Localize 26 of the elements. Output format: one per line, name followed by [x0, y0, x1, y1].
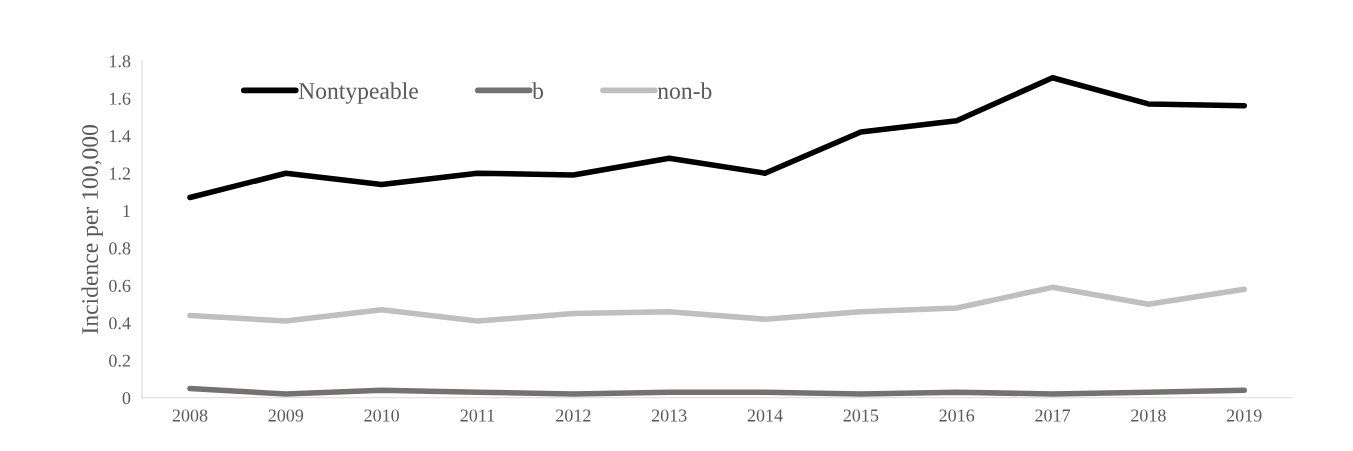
y-tick-label: 1.4 [109, 130, 131, 143]
y-tick-label: 1 [123, 204, 130, 217]
x-tick-label: 2016 [939, 409, 975, 422]
x-tick-label: 2015 [843, 409, 879, 422]
x-tick-label: 2018 [1131, 409, 1166, 422]
y-tick-label: 0.6 [109, 279, 131, 292]
x-tick-label: 2013 [651, 409, 687, 422]
x-tick-label: 2008 [172, 409, 208, 422]
legend-label: Nontypeable [298, 82, 418, 104]
x-tick-label: 2014 [747, 409, 783, 422]
y-tick-label: 0.2 [109, 354, 130, 367]
legend-label: non-b [657, 82, 712, 99]
x-tick-label: 2010 [364, 409, 400, 422]
y-axis-title: Incidence per 100,000 [81, 125, 103, 334]
x-tick-label: 2012 [556, 409, 591, 422]
y-tick-label: 1.6 [109, 92, 131, 105]
legend-label: b [532, 82, 543, 99]
y-tick-label: 1.8 [109, 55, 131, 68]
x-tick-label: 2019 [1226, 409, 1262, 422]
x-tick-label: 2009 [268, 409, 304, 422]
y-tick-label: 1.2 [109, 167, 130, 180]
y-tick-label: 0.4 [109, 317, 131, 330]
x-tick-label: 2017 [1035, 409, 1071, 422]
y-tick-label: 0 [122, 392, 131, 405]
x-tick-label: 2011 [460, 409, 495, 422]
y-tick-label: 0.8 [109, 242, 131, 255]
